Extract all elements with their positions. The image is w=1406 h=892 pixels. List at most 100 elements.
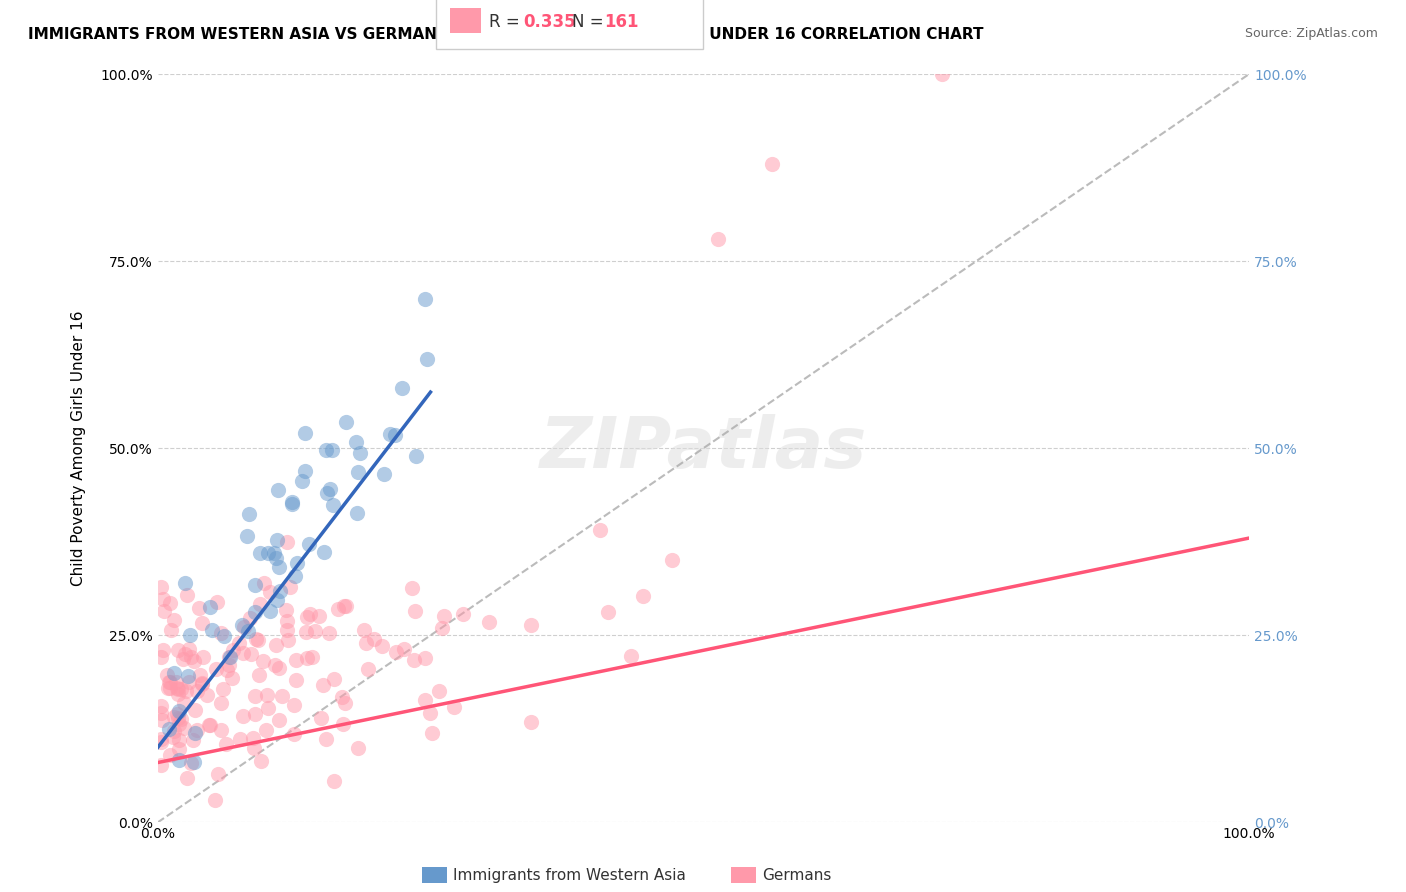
Point <box>228 636 250 650</box>
Point <box>163 723 186 738</box>
Point <box>280 497 302 511</box>
Point <box>231 618 253 632</box>
Point <box>298 607 321 621</box>
Text: 161: 161 <box>605 13 640 31</box>
Point <box>242 731 264 745</box>
Point <box>186 683 208 698</box>
Point <box>167 681 190 696</box>
Point <box>252 654 274 668</box>
Point <box>346 506 368 520</box>
Point <box>221 671 243 685</box>
Point <box>520 715 543 730</box>
Point <box>353 623 375 637</box>
Point <box>180 756 202 771</box>
Point <box>205 663 228 677</box>
Point <box>259 584 281 599</box>
Y-axis label: Child Poverty Among Girls Under 16: Child Poverty Among Girls Under 16 <box>72 310 86 586</box>
Point <box>218 649 240 664</box>
Point <box>249 597 271 611</box>
Point <box>297 651 319 665</box>
Point <box>761 157 783 171</box>
Point <box>291 474 314 488</box>
Point <box>413 651 436 665</box>
Point <box>232 709 254 723</box>
Point <box>219 649 242 664</box>
Point <box>267 483 290 497</box>
Point <box>363 632 385 646</box>
Point <box>415 351 437 366</box>
Text: Immigrants from Western Asia: Immigrants from Western Asia <box>453 869 686 883</box>
Point <box>207 595 229 609</box>
Point <box>354 636 377 650</box>
Point <box>478 615 501 630</box>
Point <box>197 717 219 731</box>
Point <box>281 495 304 509</box>
Point <box>166 681 188 695</box>
Point <box>201 624 224 638</box>
Point <box>204 793 226 807</box>
Point <box>243 605 266 619</box>
Point <box>170 682 193 697</box>
Point <box>301 650 323 665</box>
Point <box>276 614 298 628</box>
Text: 0.335: 0.335 <box>523 13 575 31</box>
Point <box>152 643 174 657</box>
Point <box>173 696 195 710</box>
Point <box>243 577 266 591</box>
Point <box>266 593 288 607</box>
Text: R =: R = <box>489 13 526 31</box>
Point <box>180 650 202 665</box>
Point <box>596 605 619 619</box>
Point <box>173 721 195 735</box>
Point <box>304 624 326 639</box>
Point <box>229 732 252 747</box>
Point <box>215 737 238 751</box>
Point <box>370 640 392 654</box>
Point <box>176 588 198 602</box>
Point <box>184 726 207 740</box>
Point <box>283 727 305 741</box>
Point <box>321 442 343 457</box>
Point <box>188 601 211 615</box>
Point <box>344 434 367 449</box>
Point <box>166 706 188 721</box>
Point <box>280 580 302 594</box>
Point <box>322 498 344 512</box>
Point <box>173 647 195 661</box>
Point <box>430 621 453 635</box>
Point <box>589 523 612 537</box>
Point <box>276 623 298 637</box>
Point <box>169 742 191 756</box>
Point <box>326 602 349 616</box>
Point <box>266 533 288 547</box>
Point <box>149 757 172 772</box>
Point <box>218 658 240 673</box>
Point <box>312 678 335 692</box>
Point <box>246 632 269 647</box>
Point <box>309 711 332 725</box>
Point <box>271 689 294 703</box>
Point <box>163 614 186 628</box>
Point <box>285 556 308 570</box>
Text: IMMIGRANTS FROM WESTERN ASIA VS GERMAN CHILD POVERTY AMONG GIRLS UNDER 16 CORREL: IMMIGRANTS FROM WESTERN ASIA VS GERMAN C… <box>28 27 984 42</box>
Point <box>263 657 285 672</box>
Point <box>157 675 180 690</box>
Point <box>263 546 285 560</box>
Point <box>149 699 172 714</box>
Point <box>167 704 190 718</box>
Point <box>257 546 280 560</box>
Point <box>159 674 181 689</box>
Point <box>198 599 221 614</box>
Point <box>159 748 181 763</box>
Point <box>315 732 337 747</box>
Point <box>298 537 321 551</box>
Point <box>149 732 172 747</box>
Point <box>233 620 256 634</box>
Point <box>170 712 193 726</box>
Point <box>314 544 336 558</box>
Point <box>183 654 205 668</box>
Point <box>232 646 254 660</box>
Point <box>191 616 214 631</box>
Point <box>191 649 214 664</box>
Point <box>207 767 229 781</box>
